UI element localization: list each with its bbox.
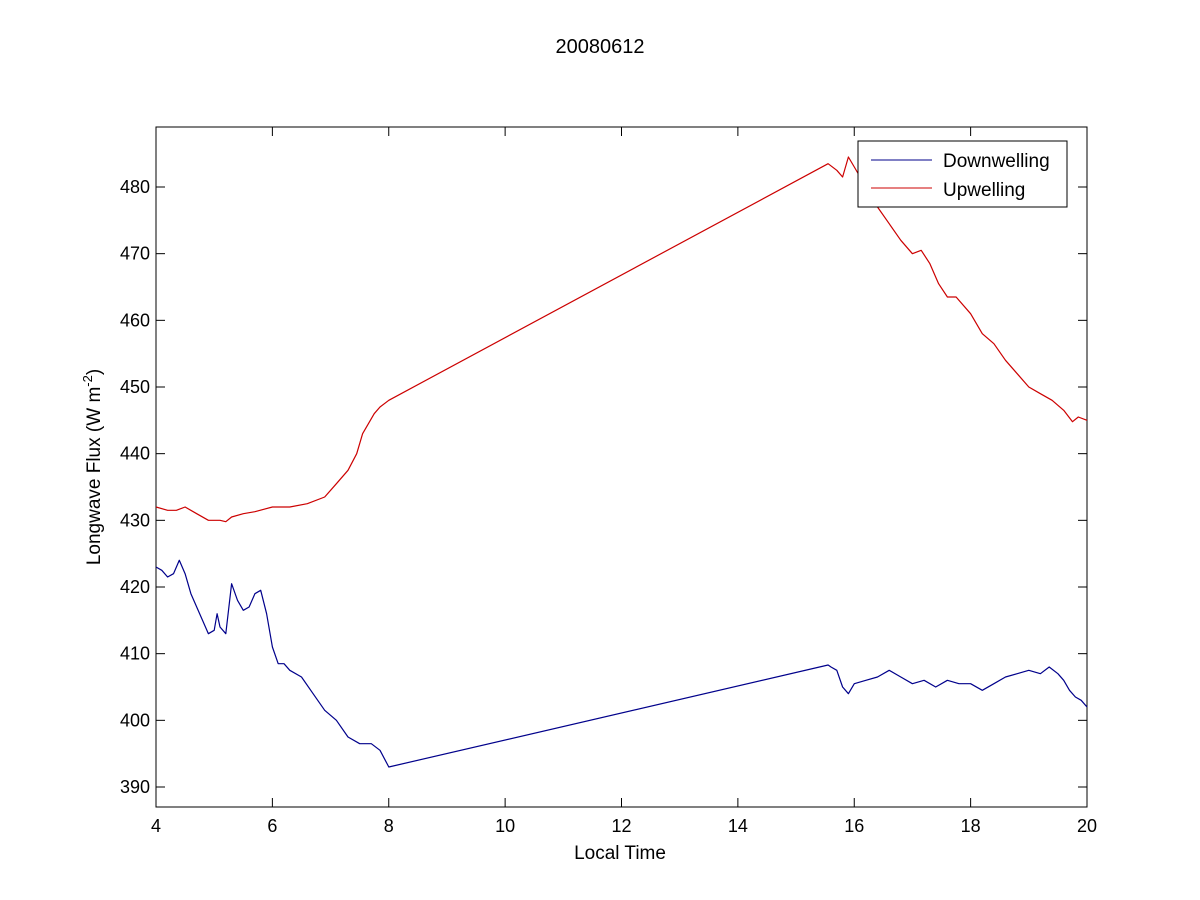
legend-box [857,140,1068,208]
y-tick-label: 430 [120,510,150,530]
y-tick-label: 470 [120,244,150,264]
x-tick-label: 10 [495,816,515,836]
y-axis-label: Longwave Flux (W m-2) [80,369,105,565]
y-axis-label-superscript: -2 [80,375,95,387]
x-tick-label: 12 [611,816,631,836]
y-axis-ticks [156,186,1087,788]
x-tick-label: 18 [961,816,981,836]
x-tick-label: 20 [1077,816,1097,836]
series-line-upwelling [155,156,1088,523]
y-tick-label: 440 [120,444,150,464]
x-axis-tick-labels: 4 6 8 10 12 14 16 18 20 [151,816,1097,836]
y-axis-label-main: Longwave Flux (W m [84,387,105,565]
legend: Downwelling Upwelling [857,140,1068,208]
legend-label-downwelling: Downwelling [943,151,1050,172]
axes-box [155,126,1088,808]
x-tick-label: 4 [151,816,161,836]
chart-title: 20080612 [556,36,645,58]
y-tick-label: 420 [120,577,150,597]
x-tick-label: 16 [844,816,864,836]
y-tick-label: 410 [120,644,150,664]
y-axis-label-close: ) [84,369,105,375]
y-tick-label: 450 [120,377,150,397]
plot-area: 4 6 8 10 12 14 16 18 20 390 400 410 420 430 440 450 460… [120,126,1097,836]
x-tick-label: 14 [728,816,748,836]
y-tick-label: 480 [120,177,150,197]
x-axis-label: Local Time [574,843,666,864]
y-tick-label: 460 [120,310,150,330]
series-layer [155,156,1088,768]
x-axis-ticks [155,127,1088,807]
y-tick-label: 400 [120,710,150,730]
series-line-downwelling [155,559,1088,768]
legend-label-upwelling: Upwelling [943,180,1025,201]
x-tick-label: 8 [384,816,394,836]
x-tick-label: 6 [267,816,277,836]
y-tick-label: 390 [120,777,150,797]
y-axis-tick-labels: 390 400 410 420 430 440 450 460 470 480 [120,177,150,797]
